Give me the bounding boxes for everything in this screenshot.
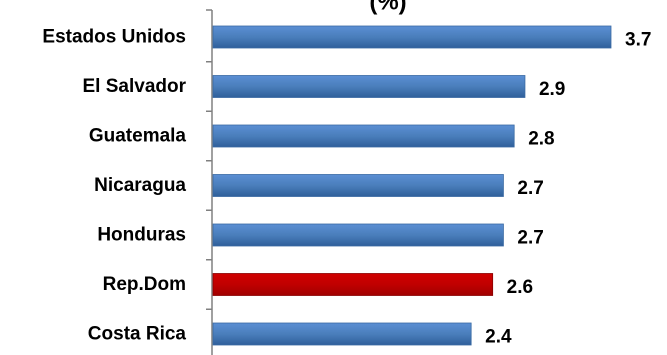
bars [212, 25, 612, 346]
y-axis [206, 9, 213, 355]
category-label: El Salvador [83, 76, 187, 97]
category-label: Estados Unidos [42, 27, 186, 48]
bar-rep-dom [212, 273, 494, 296]
category-labels: Estados Unidos El Salvador Guatemala Nicara… [42, 27, 186, 345]
category-label: Honduras [97, 225, 186, 246]
value-label: 3.7 [625, 30, 651, 51]
chart-title-fragment: (%) [369, 0, 406, 16]
bar-honduras [212, 223, 504, 247]
value-label: 2.7 [517, 228, 543, 249]
bar-costa-rica [212, 322, 472, 346]
bar-guatemala [212, 124, 515, 148]
bar-el-salvador [212, 75, 526, 98]
bar-estados-unidos [212, 25, 612, 49]
category-label: Costa Rica [88, 324, 187, 345]
value-label: 2.6 [507, 277, 533, 298]
value-labels: 3.7 2.9 2.8 2.7 2.7 2.6 2.4 [485, 30, 651, 348]
value-label: 2.4 [485, 327, 512, 348]
category-label: Guatemala [89, 126, 187, 147]
category-label: Rep.Dom [103, 274, 186, 295]
value-label: 2.8 [528, 129, 554, 150]
category-label: Nicaragua [94, 175, 186, 196]
bar-nicaragua [212, 174, 504, 197]
value-label: 2.9 [539, 79, 565, 100]
value-label: 2.7 [517, 178, 543, 199]
